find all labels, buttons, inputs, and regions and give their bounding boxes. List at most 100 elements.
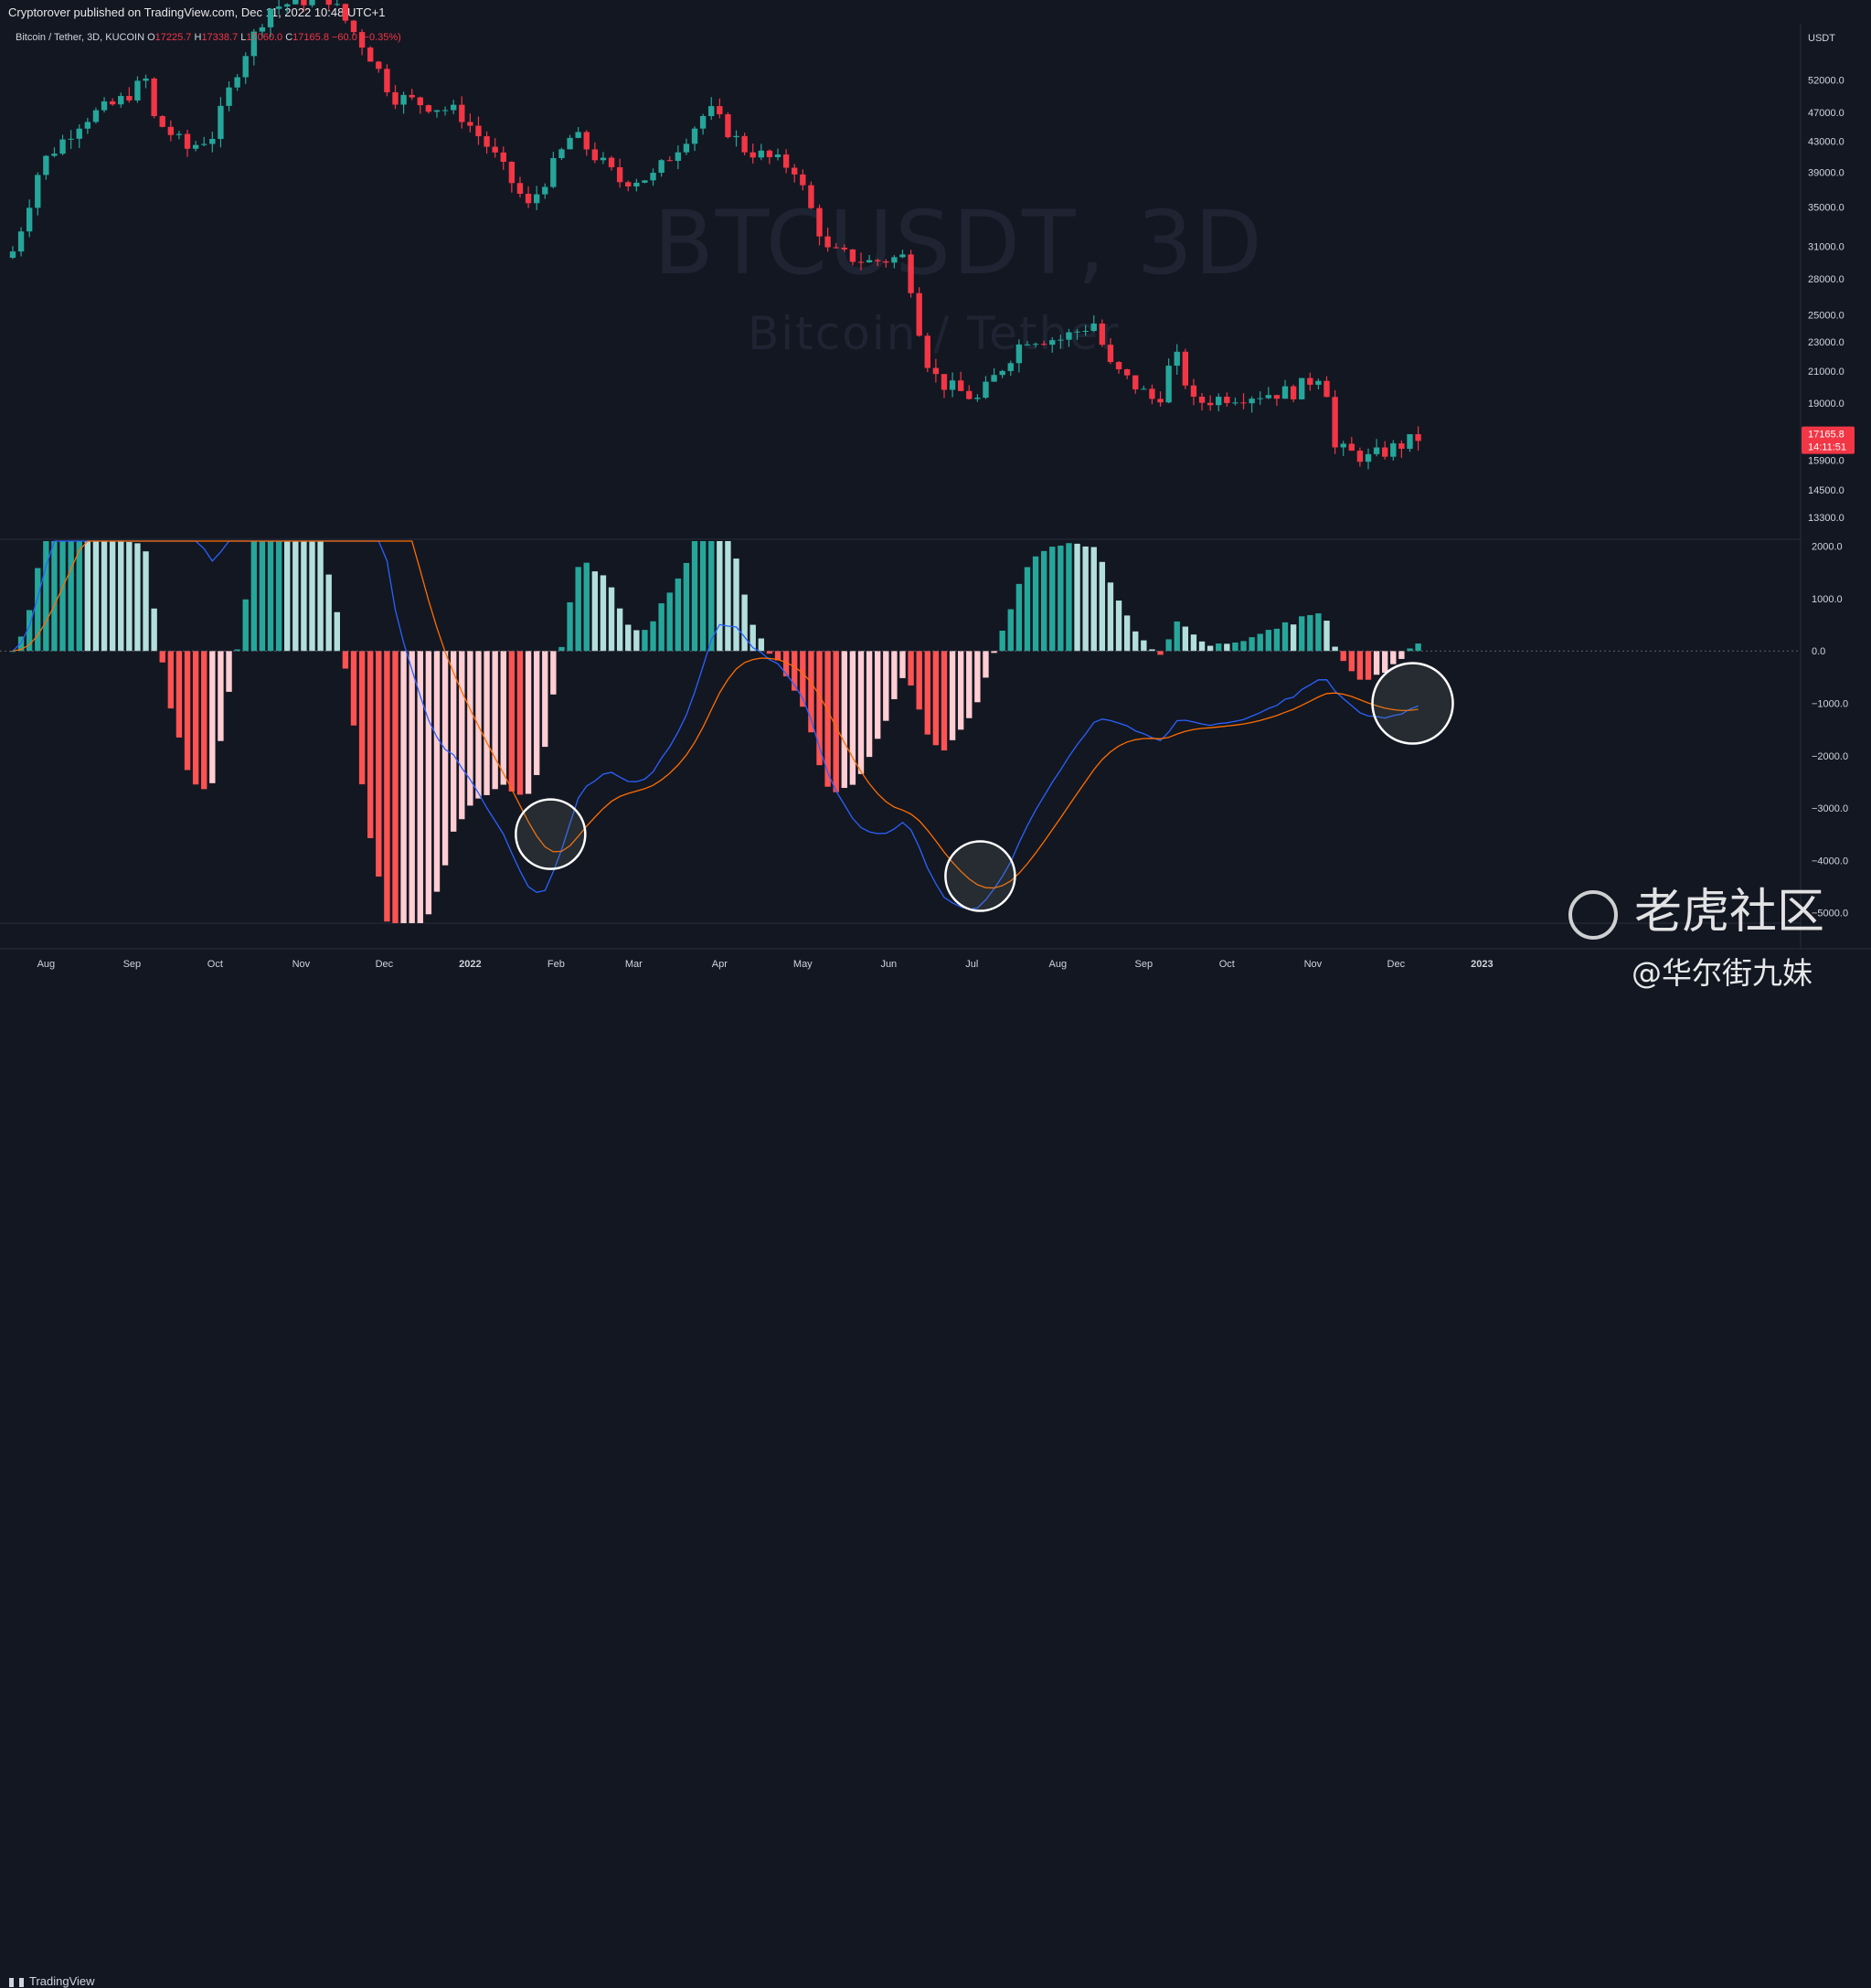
macd-histogram-bar — [824, 651, 831, 787]
macd-plot[interactable] — [0, 540, 1801, 923]
candle-body — [1382, 447, 1388, 457]
macd-histogram-bar — [983, 651, 989, 678]
macd-histogram-bar — [143, 551, 149, 652]
candle-body — [800, 174, 806, 186]
time-tick-label: Aug — [37, 959, 56, 970]
macd-histogram-bar — [891, 651, 898, 699]
macd-histogram-bar — [118, 541, 124, 652]
macd-histogram-bar — [1024, 567, 1031, 652]
candle-body — [816, 207, 823, 237]
candle-body — [658, 160, 664, 174]
macd-histogram-bar — [134, 543, 141, 652]
candle-body — [891, 257, 898, 263]
candle-body — [118, 95, 124, 105]
legend-open: 17225.7 — [154, 32, 192, 43]
macd-histogram-bar — [1216, 643, 1222, 652]
candle-body — [999, 370, 1005, 376]
candle-body — [542, 186, 548, 195]
price-tick-label: 31000.0 — [1808, 241, 1844, 252]
candle-body — [1157, 399, 1164, 403]
handle-watermark: @华尔街九妹 — [1632, 955, 1813, 991]
legend-low: 17060.0 — [246, 32, 283, 43]
candle-body — [167, 126, 175, 135]
candle-body — [941, 374, 948, 390]
candle-body — [1090, 323, 1097, 332]
macd-histogram-bar — [508, 651, 516, 792]
macd-histogram-bar — [741, 594, 748, 652]
price-plot[interactable] — [9, 0, 1421, 470]
candle-body — [1007, 363, 1014, 371]
macd-histogram-bar — [516, 651, 524, 795]
candle-body — [1058, 339, 1064, 341]
candle-body — [1299, 377, 1305, 399]
candle-body — [475, 125, 482, 137]
highlight-circle — [1371, 662, 1454, 745]
macd-histogram-bar — [1165, 639, 1172, 652]
macd-histogram-bar — [17, 636, 25, 652]
candle-body — [782, 154, 790, 168]
macd-histogram-bar — [766, 651, 773, 654]
candle-body — [857, 261, 865, 263]
tradingview-logo[interactable]: TradingView — [9, 1974, 95, 1988]
macd-histogram-bar — [1415, 643, 1421, 652]
candle-body — [591, 149, 599, 161]
candle-body — [575, 132, 581, 138]
candle-body — [275, 6, 282, 9]
candle-body — [792, 167, 798, 175]
candle-body — [691, 128, 698, 144]
macd-histogram-bar — [292, 541, 299, 652]
macd-histogram-bar — [533, 651, 540, 775]
candle-body — [35, 175, 41, 208]
candle-body — [974, 398, 981, 399]
macd-histogram-bar — [1058, 545, 1064, 652]
macd-tick-label: −1000.0 — [1812, 699, 1848, 710]
candle-body — [492, 146, 498, 153]
candle-body — [1273, 395, 1281, 399]
macd-histogram-bar — [26, 610, 33, 652]
macd-histogram-bar — [1132, 631, 1139, 652]
macd-histogram-bar — [151, 608, 157, 652]
macd-histogram-bar — [309, 541, 315, 652]
candle-body — [1032, 344, 1039, 346]
candle-body — [1265, 395, 1272, 399]
candle-body — [1365, 453, 1372, 462]
macd-histogram-bar — [484, 651, 490, 795]
candle-body — [875, 260, 881, 261]
candle-body — [109, 101, 116, 105]
candle-body — [774, 154, 781, 157]
macd-histogram-bar — [1149, 649, 1155, 652]
candle-body — [1373, 447, 1380, 454]
macd-histogram-bar — [1074, 543, 1080, 652]
macd-tick-label: 2000.0 — [1812, 542, 1843, 553]
name-watermark: Bitcoin / Tether — [748, 307, 1121, 360]
candle-body — [1390, 443, 1397, 457]
candle-body — [949, 380, 956, 390]
macd-histogram-bar — [1324, 621, 1330, 652]
candle-body — [908, 254, 914, 293]
candle-body — [484, 136, 490, 147]
chart-canvas[interactable]: USDT 52000.0 47000.0 43000.0 39000.0 35000.0 3… — [0, 0, 1871, 1014]
legend-symbol: Bitcoin / Tether, 3D, KUCOIN — [16, 32, 145, 43]
candle-body — [1049, 340, 1056, 346]
macd-histogram-bar — [591, 571, 599, 652]
macd-histogram-bar — [492, 651, 498, 790]
macd-histogram-bar — [699, 541, 707, 652]
candle-body — [467, 122, 473, 126]
candle-body — [616, 166, 623, 183]
macd-histogram-bar — [1373, 651, 1380, 675]
candle-body — [9, 251, 16, 259]
macd-histogram-bar — [1174, 621, 1180, 652]
time-tick-label: Sep — [123, 959, 142, 970]
candle-body — [749, 152, 756, 158]
macd-histogram-bar — [841, 651, 847, 789]
candle-body — [1074, 331, 1080, 333]
time-tick-label: Dec — [376, 959, 394, 970]
macd-histogram-bar — [175, 651, 183, 738]
candle-body — [1015, 344, 1023, 364]
macd-histogram-bar — [350, 651, 357, 726]
macd-histogram-bar — [899, 651, 906, 678]
legend-change: −60.0 (−0.35%) — [332, 32, 401, 43]
candle-body — [1290, 386, 1297, 399]
time-tick-label: May — [793, 959, 813, 970]
macd-histogram-bar — [234, 649, 240, 652]
